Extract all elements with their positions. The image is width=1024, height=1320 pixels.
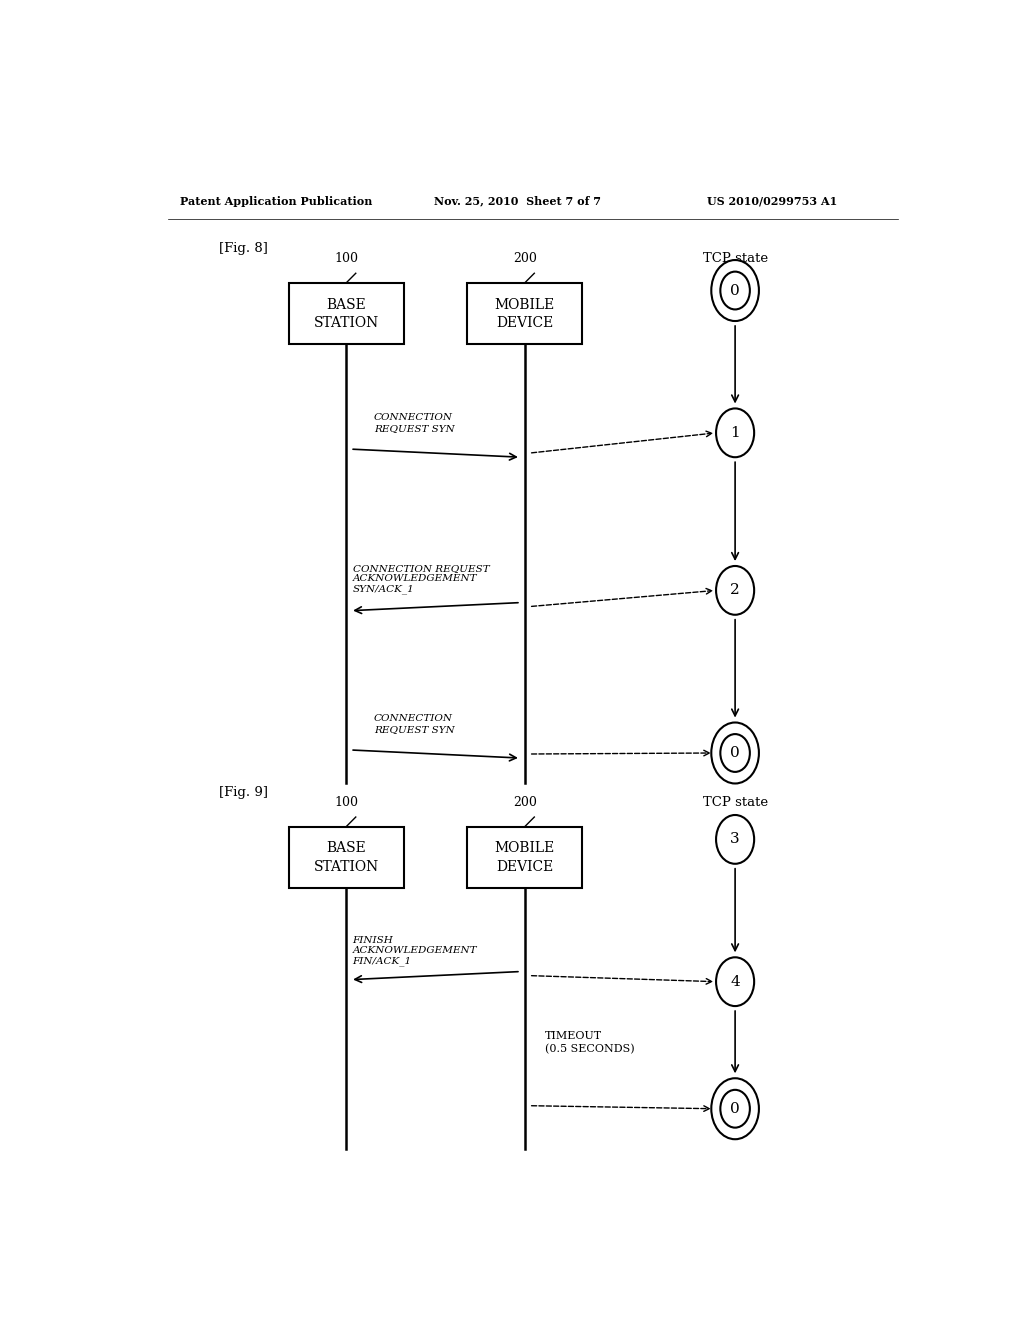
Text: 0: 0 (730, 1102, 740, 1115)
Text: TIMEOUT
(0.5 SECONDS): TIMEOUT (0.5 SECONDS) (545, 1031, 634, 1055)
Circle shape (716, 814, 754, 863)
Text: 4: 4 (730, 974, 740, 989)
Circle shape (720, 272, 750, 309)
Text: 100: 100 (334, 252, 358, 265)
Circle shape (712, 1078, 759, 1139)
Text: BASE
STATION: BASE STATION (313, 298, 379, 330)
Text: [Fig. 8]: [Fig. 8] (219, 242, 268, 255)
Text: 100: 100 (334, 796, 358, 809)
Text: TCP state: TCP state (702, 252, 768, 265)
FancyBboxPatch shape (289, 284, 403, 345)
Text: 3: 3 (730, 833, 740, 846)
Text: CONNECTION
REQUEST SYN: CONNECTION REQUEST SYN (374, 413, 455, 433)
Circle shape (716, 957, 754, 1006)
Text: TCP state: TCP state (702, 796, 768, 809)
Text: 0: 0 (730, 746, 740, 760)
Text: MOBILE
DEVICE: MOBILE DEVICE (495, 298, 555, 330)
FancyBboxPatch shape (467, 828, 583, 888)
Text: 1: 1 (730, 426, 740, 440)
Text: MOBILE
DEVICE: MOBILE DEVICE (495, 841, 555, 874)
Text: 2: 2 (730, 583, 740, 598)
Circle shape (712, 722, 759, 784)
Text: 200: 200 (513, 796, 537, 809)
Circle shape (712, 260, 759, 321)
Text: [Fig. 9]: [Fig. 9] (219, 785, 268, 799)
Text: BASE
STATION: BASE STATION (313, 841, 379, 874)
Text: FINISH
ACKNOWLEDGEMENT
FIN/ACK_1: FINISH ACKNOWLEDGEMENT FIN/ACK_1 (352, 936, 477, 966)
FancyBboxPatch shape (467, 284, 583, 345)
Text: 0: 0 (730, 284, 740, 297)
FancyBboxPatch shape (289, 828, 403, 888)
Circle shape (720, 734, 750, 772)
Text: CONNECTION REQUEST
ACKNOWLEDGEMENT
SYN/ACK_1: CONNECTION REQUEST ACKNOWLEDGEMENT SYN/A… (352, 564, 489, 594)
Circle shape (720, 1090, 750, 1127)
Text: Patent Application Publication: Patent Application Publication (179, 195, 372, 207)
Text: Nov. 25, 2010  Sheet 7 of 7: Nov. 25, 2010 Sheet 7 of 7 (433, 195, 600, 207)
Text: 200: 200 (513, 252, 537, 265)
Circle shape (716, 408, 754, 457)
Text: CONNECTION
REQUEST SYN: CONNECTION REQUEST SYN (374, 714, 455, 734)
Text: US 2010/0299753 A1: US 2010/0299753 A1 (708, 195, 838, 207)
Circle shape (716, 566, 754, 615)
